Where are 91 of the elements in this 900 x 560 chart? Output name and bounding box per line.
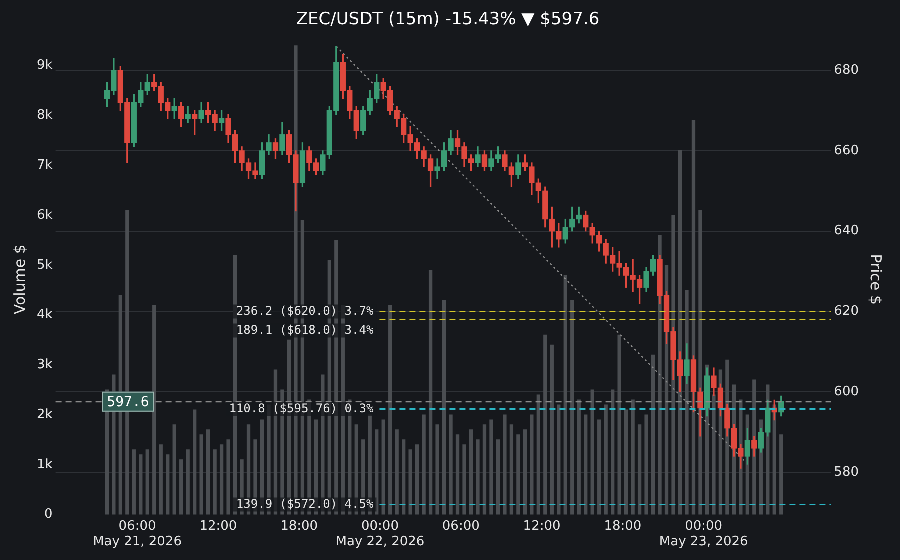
x-tick-label: 00:00 May 23, 2026 [659,518,748,550]
y2-tick-label: 4k [36,308,54,323]
bar [166,454,170,515]
bar [624,410,628,515]
y-axis-title: Price $ [867,254,886,306]
bar [651,354,656,515]
bar [213,450,217,515]
bar [428,270,433,515]
bar [557,404,561,515]
bar [159,444,163,515]
bar [544,334,548,515]
ref-line-label: 110.8 ($595.76) 0.3% [229,401,374,416]
bar [598,420,602,515]
bar [462,444,466,515]
bar [476,440,480,515]
bar [536,394,540,515]
y2-tick-label: 6k [36,208,54,223]
bar [172,424,176,515]
bar [200,434,204,515]
bar [584,414,588,515]
y2-tick-label: 8k [36,108,54,124]
y2-tick-label: 7k [36,158,54,173]
x-tick-label: 06:00 [442,518,480,534]
bar [146,450,150,515]
bar [780,434,784,515]
bar [590,390,594,515]
y2-tick-label: 3k [36,358,54,373]
bar [442,300,446,515]
bar [132,450,136,515]
bar [152,304,156,515]
bar [490,420,494,515]
chart-title: ZEC/USDT (15m) -15.43% ▼ $597.6 [296,10,600,30]
bar [436,424,440,515]
bar [503,414,507,515]
y-tick-label: 620 [834,304,860,320]
bar [564,275,568,515]
bar [550,344,554,515]
y-tick-label: 580 [834,464,860,480]
y-tick-label: 600 [834,384,860,400]
annotation: 597.6 [107,394,150,410]
y2-axis-title: Volume $ [10,244,29,315]
bar [712,394,716,515]
bar [530,414,534,515]
x-tick-label: 12:00 [523,518,561,534]
y2-tick-label: 1k [36,457,54,472]
y-tick-label: 660 [834,143,860,158]
ref-line-label: 139.9 ($572.0) 4.5% [236,496,374,511]
bar [408,450,412,515]
bar [523,430,528,515]
ref-line-label: 236.2 ($620.0) 3.7% [236,304,374,318]
bar [226,440,230,515]
y2-tick-label: 0 [44,507,53,522]
bar [570,300,574,515]
bar [402,440,406,515]
bar [516,434,520,515]
x-tick-label: 00:00 May 22, 2026 [336,518,425,550]
bar [449,414,453,515]
y2-tick-label: 5k [36,258,54,273]
bar [604,404,608,515]
bar [415,444,420,515]
bar [382,420,386,515]
bar [422,414,426,515]
bar [482,424,487,515]
x-tick-label: 18:00 [604,518,642,534]
x-tick-label: 12:00 [200,518,238,534]
bar [638,424,642,515]
x-tick-label: 06:00 May 21, 2026 [93,518,182,550]
bar [644,414,648,515]
bar [618,334,622,515]
bar [220,444,224,515]
bar [186,450,190,515]
y-tick-label: 680 [834,62,860,78]
bar [456,434,460,515]
y-tick-label: 640 [834,224,860,239]
bar [577,400,581,515]
bar [631,400,635,515]
bar [496,440,500,515]
bar [193,410,197,515]
bar [395,430,399,515]
bar [388,304,392,515]
bar [678,150,682,515]
y2-tick-label: 2k [36,407,54,422]
bar [469,430,474,515]
y2-tick-label: 9k [36,58,54,74]
bar [180,460,184,515]
bar [611,390,615,515]
x-tick-label: 18:00 [280,518,318,534]
bar [510,424,514,515]
ref-line-label: 189.1 ($618.0) 3.4% [236,322,374,337]
bar [206,430,210,515]
bar [139,454,143,515]
